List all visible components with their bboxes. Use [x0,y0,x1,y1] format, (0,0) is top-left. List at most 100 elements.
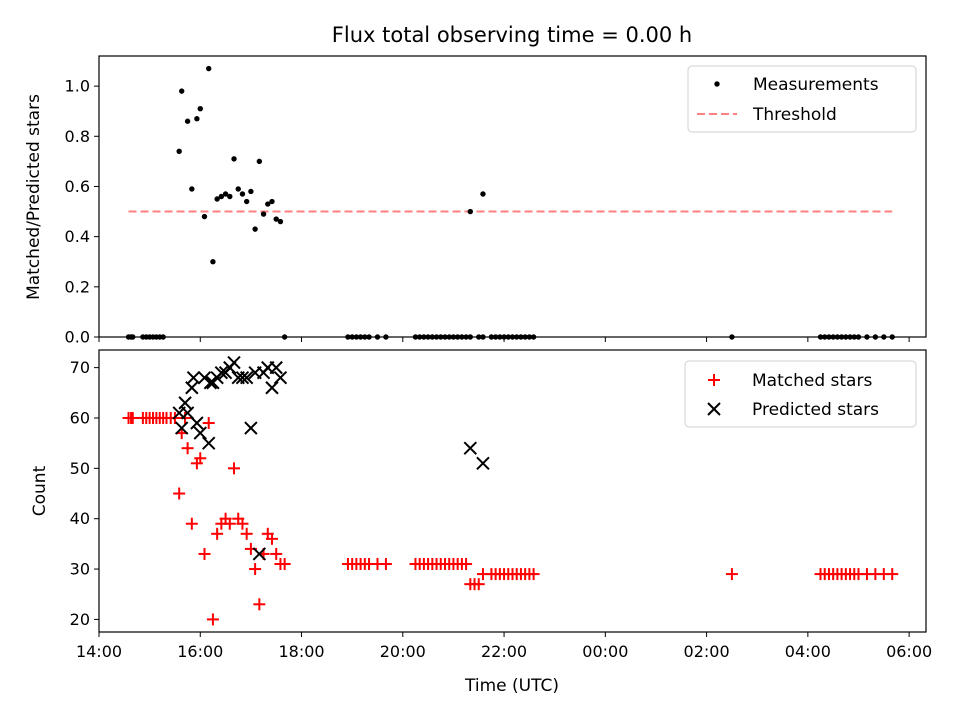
matched-star-point [265,532,278,545]
matched-star-point [211,527,224,540]
matched-star-point [472,578,485,591]
y-tick-label: 0.6 [65,177,90,196]
measurement-point [256,158,263,165]
measurement-point [265,201,271,207]
predicted-star-point [178,396,192,410]
predicted-star-point [244,421,258,435]
measurement-point [467,208,474,215]
x-tick-label: 22:00 [481,642,527,661]
legend-measurements-marker [714,81,720,87]
predicted-star-point [476,456,490,471]
measurement-point [210,259,216,265]
matched-star-point [278,558,291,571]
matched-star-point [173,487,186,500]
y-tick-label: 1.0 [65,77,90,96]
matched-star-point [185,517,198,530]
x-tick-label: 14:00 [76,642,122,661]
matched-star-point [270,547,283,560]
measurement-point [480,191,486,197]
measurement-point [248,188,254,195]
y-tick-label: 40 [70,509,90,528]
matched-star-point [253,598,266,611]
measurement-point [179,88,185,94]
measurement-point [273,216,279,222]
x-tick-label: 16:00 [177,642,223,661]
x-tick-label: 20:00 [380,642,426,661]
x-tick-label: 04:00 [785,642,831,661]
chart-title: Flux total observing time = 0.00 h [332,23,692,47]
predicted-star-point [252,547,267,561]
measurement-point [218,193,225,200]
matched-star-point [228,462,241,475]
y-tick-label: 20 [70,610,90,629]
measurement-point [222,191,229,197]
matched-star-point [236,517,249,530]
predicted-star-point [193,426,207,440]
legend-predicted-label: Predicted stars [752,400,879,420]
measurement-point [239,191,246,197]
measurement-point [260,211,267,217]
matched-star-point [240,527,253,540]
predicted-star-point [265,381,279,395]
y-tick-label: 0.2 [65,277,90,296]
matched-star-point [725,568,738,581]
x-tick-label: 00:00 [582,642,628,661]
x-tick-label: 18:00 [278,642,324,661]
measurement-point [194,116,200,122]
predicted-star-point [186,370,201,385]
top-x-ticks [98,337,910,342]
top-axes-frame [98,55,927,338]
x-axis-label: Time (UTC) [464,676,559,696]
bottom-axes-frame [98,349,927,633]
measurement-point [231,156,237,162]
top-legend: Measurements Threshold [687,65,917,133]
matched-star-point [126,411,139,424]
bottom-marks [122,355,899,626]
y-tick-label: 0.0 [65,328,90,347]
matched-star-point [223,517,236,530]
y-tick-label: 60 [70,408,90,427]
top-y-ticks: 0.0 0.2 0.4 0.6 0.8 1.0 [65,77,99,347]
measurement-point [227,193,233,200]
predicted-star-point [239,370,254,385]
measurement-point [184,118,191,124]
matched-star-point [194,452,207,465]
matched-star-point [460,558,473,571]
top-panel: 0.0 0.2 0.4 0.6 0.8 1.0 Matched/Predicted sta… [24,55,927,347]
predicted-star-point [174,421,189,435]
measurement-point [197,105,203,112]
measurement-point [243,198,250,205]
measurement-point [201,213,208,220]
bottom-y-ticks: 20 30 40 50 60 70 [70,358,99,629]
legend-measurements-label: Measurements [753,75,879,95]
top-marks [125,65,895,340]
bottom-panel: 20 30 40 50 60 70 14:00 16:00 18:00 20:00 22:00 00… [30,349,932,696]
y-tick-label: 50 [70,459,90,478]
y-tick-label: 0.8 [65,127,90,146]
legend-matched-marker [708,374,720,386]
predicted-star-point [190,416,204,430]
x-tick-label: 06:00 [886,642,932,661]
matched-star-point [198,547,211,560]
predicted-star-point [201,436,216,450]
y-tick-label: 0.4 [65,227,90,246]
measurement-point [176,148,182,155]
x-tick-label: 02:00 [684,642,730,661]
predicted-star-point [463,441,478,455]
measurement-point [189,186,195,192]
matched-star-point [202,417,215,430]
predicted-star-point [235,370,250,385]
predicted-star-point [269,360,283,375]
measurement-point [206,65,212,72]
matched-star-point [181,442,194,455]
legend-matched-label: Matched stars [752,371,872,391]
matched-star-point [527,568,540,581]
y-tick-label: 30 [70,560,90,579]
top-y-axis-label: Matched/Predicted stars [24,94,44,300]
bottom-legend: Matched stars Predicted stars [684,360,917,428]
legend-threshold-label: Threshold [752,105,837,125]
matched-star-point [206,613,219,626]
legend-predicted-marker [707,402,721,416]
predicted-star-point [227,355,241,370]
